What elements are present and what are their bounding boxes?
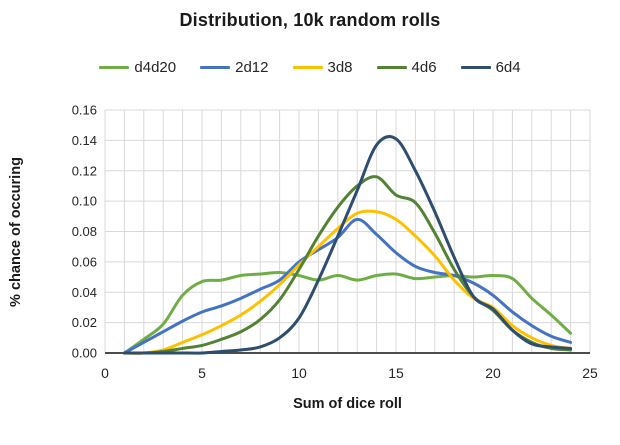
y-tick-label: 0.08: [72, 224, 97, 239]
y-tick-label: 0.12: [72, 163, 97, 178]
y-axis-title: % chance of occuring: [8, 157, 24, 307]
x-tick-label: 25: [582, 365, 598, 381]
legend-label: 3d8: [327, 58, 353, 76]
y-tick-label: 0.00: [72, 346, 97, 361]
legend-label: 6d4: [495, 58, 521, 76]
x-tick-label: 5: [198, 365, 206, 381]
chart-title: Distribution, 10k random rolls: [179, 10, 441, 30]
y-tick-label: 0.16: [72, 103, 97, 118]
series-line-4d6: [122, 175, 573, 355]
legend-label: 4d6: [411, 58, 437, 76]
y-tick-label: 0.14: [72, 133, 97, 148]
y-tick-label: 0.04: [72, 285, 97, 300]
y-tick-label: 0.10: [72, 194, 97, 209]
legend-item-6d4: 6d4: [460, 58, 521, 76]
legend-swatch: [376, 65, 407, 69]
legend-swatch: [200, 65, 231, 69]
legend-item-d4d20: d4d20: [99, 59, 176, 76]
series-line-6d4: [122, 135, 573, 355]
legend-item-2d12: 2d12: [200, 58, 269, 76]
chart-legend: d4d20 2d12 3d8 4d6 6d4: [0, 57, 620, 77]
x-tick-label: 15: [388, 365, 404, 381]
tick-labels: 0.00 0.02 0.04 0.06 0.08 0.10 0.12 0.14 0.16 0 5 10…: [72, 103, 598, 382]
y-tick-label: 0.02: [72, 315, 97, 330]
series-line-2d12: [122, 217, 573, 355]
series-line-d4d20: [122, 270, 573, 355]
series-lines: [122, 135, 573, 355]
legend-item-3d8: 3d8: [292, 58, 353, 76]
series-line-3d8: [122, 209, 573, 355]
x-tick-label: 20: [485, 365, 501, 381]
legend-item-4d6: 4d6: [376, 58, 437, 76]
x-tick-label: 10: [291, 365, 307, 381]
x-tick-label: 0: [101, 365, 109, 381]
legend-label: 2d12: [235, 58, 269, 76]
legend-swatch: [460, 65, 491, 69]
legend-label: d4d20: [134, 58, 177, 76]
y-tick-label: 0.06: [72, 254, 97, 269]
legend-swatch: [99, 65, 130, 69]
legend-swatch: [292, 65, 323, 69]
x-axis-title: Sum of dice roll: [293, 396, 402, 412]
